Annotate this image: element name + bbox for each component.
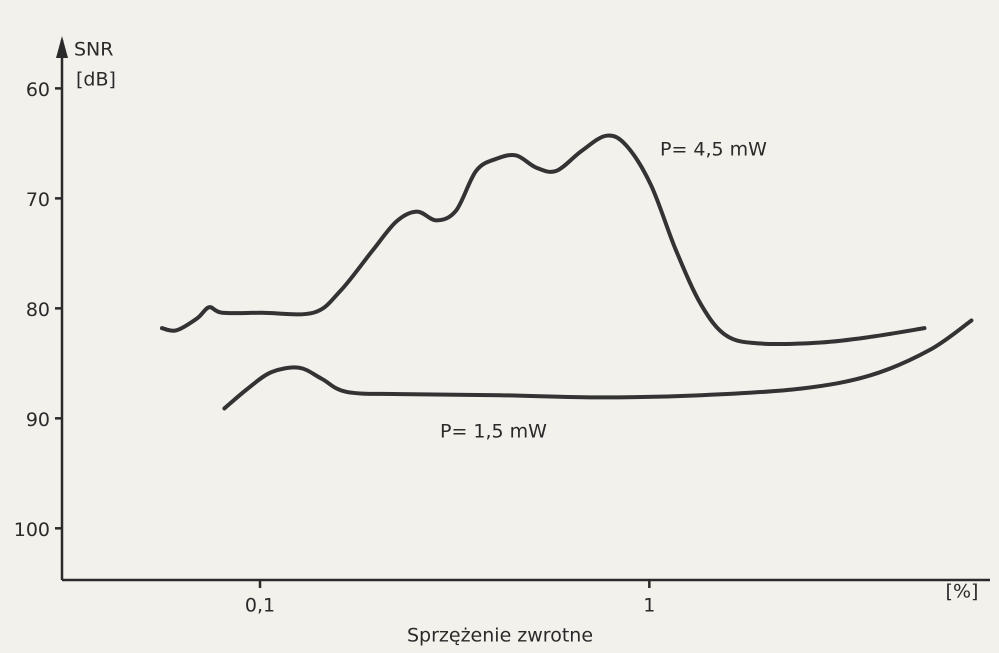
y-axis-arrow [56,36,68,58]
series-label: P= 1,5 mW [440,421,547,443]
x-axis-unit: [%] [946,581,979,603]
series-label: P= 4,5 mW [660,139,767,161]
y-tick-label: 90 [26,409,50,431]
y-tick-label: 70 [26,189,50,211]
x-axis-label: Sprzężenie zwrotne [407,625,593,647]
y-tick-label: 60 [26,79,50,101]
x-tick-label: 1 [643,595,655,617]
y-axis-unit: [dB] [76,69,116,91]
y-axis-label: SNR [74,39,113,61]
y-tick-label: 100 [14,519,50,541]
x-tick-label: 0,1 [245,595,275,617]
y-tick-label: 80 [26,299,50,321]
series-line [159,133,927,346]
series-line [222,318,974,411]
